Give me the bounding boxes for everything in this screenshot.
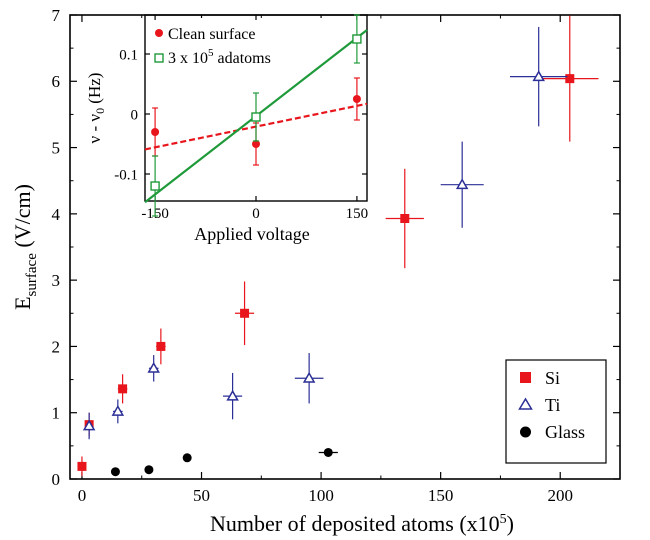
- main-legend: Si Ti Glass: [505, 359, 607, 464]
- y-tick-label: 3: [52, 271, 61, 290]
- clean-surface-point: [151, 128, 160, 136]
- 3-x-10-point: [251, 112, 261, 122]
- main-y-label-sub: surface: [24, 253, 40, 297]
- legend-ti-marker: [518, 397, 533, 410]
- ti-point: [532, 70, 545, 82]
- inset-marks: [144, 14, 368, 217]
- si-point: [565, 74, 575, 84]
- inset-legend-adatoms-label: 3 x 105 adatoms: [168, 47, 271, 67]
- 3-x-10-point: [150, 181, 160, 191]
- si-point: [118, 384, 128, 394]
- inset-legend-clean-label: Clean surface: [168, 26, 256, 43]
- inset-legend-clean-marker: [155, 29, 163, 37]
- inset-chart: -150 0 150-0.100.1 Applied voltage ν - ν0 …: [85, 14, 368, 244]
- x-tick-label: 100: [308, 486, 334, 505]
- legend-glass-label: Glass: [545, 422, 585, 442]
- main-x-label-sup: 5: [500, 512, 507, 527]
- legend-si-marker: [520, 372, 531, 383]
- inset-legend-adatoms-sup: 5: [208, 47, 214, 59]
- y-tick-label: 6: [52, 72, 61, 91]
- si-point: [400, 213, 410, 223]
- ti-point: [82, 419, 96, 431]
- si-point: [77, 461, 87, 471]
- inset-legend-adatoms-tail: adatoms: [214, 50, 271, 67]
- glass-point: [144, 465, 154, 475]
- glass-point: [323, 447, 333, 457]
- legend-glass-marker: [520, 426, 531, 438]
- clean-surface-point: [252, 140, 260, 148]
- 3-x-10-point: [352, 34, 362, 44]
- inset-y-label-tail: (Hz): [85, 73, 104, 108]
- x-tick-label: 150: [346, 206, 369, 222]
- inset-y-label: ν - ν0 (Hz): [85, 73, 107, 144]
- inset-ticks: -150 0 150-0.100.1: [114, 15, 368, 222]
- y-tick-label: 0: [131, 107, 139, 123]
- x-tick-label: 200: [547, 486, 573, 505]
- main-x-label-tail: ): [507, 511, 514, 536]
- glass-point: [110, 467, 120, 477]
- y-tick-label: 2: [52, 337, 61, 356]
- ti-point: [302, 371, 316, 383]
- inset-x-label: Applied voltage: [194, 224, 309, 244]
- y-tick-label: 5: [52, 139, 61, 158]
- ti-point: [226, 389, 239, 401]
- main-y-label-tail: (V/cm): [10, 184, 35, 253]
- inset-background: [115, 18, 365, 203]
- legend-si-label: Si: [545, 368, 560, 388]
- x-tick-label: 150: [428, 486, 454, 505]
- clean-surface-point: [352, 95, 361, 103]
- y-tick-label: 0: [52, 470, 61, 489]
- inset-y-label-sub: 0: [93, 108, 107, 114]
- si-point: [156, 341, 166, 351]
- si-point: [240, 308, 250, 318]
- y-tick-label: 4: [52, 205, 61, 224]
- glass-point: [182, 453, 192, 463]
- legend-ti-label: Ti: [545, 395, 560, 415]
- x-tick-label: 50: [193, 486, 210, 505]
- y-tick-label: 7: [52, 6, 61, 25]
- ti-point: [111, 404, 125, 416]
- main-marks: [77, 15, 599, 477]
- y-tick-label: -0.1: [114, 167, 138, 183]
- y-tick-label: 1: [52, 404, 61, 423]
- x-tick-label: 0: [252, 206, 260, 222]
- x-tick-label: 0: [78, 486, 87, 505]
- ti-point: [455, 178, 469, 190]
- main-x-label: Number of deposited atoms (x105): [210, 511, 514, 536]
- ti-point: [147, 361, 160, 373]
- main-y-label: Esurface (V/cm): [10, 184, 40, 310]
- inset-legend-adatoms-marker: [154, 53, 164, 63]
- y-tick-label: 0.1: [119, 47, 138, 63]
